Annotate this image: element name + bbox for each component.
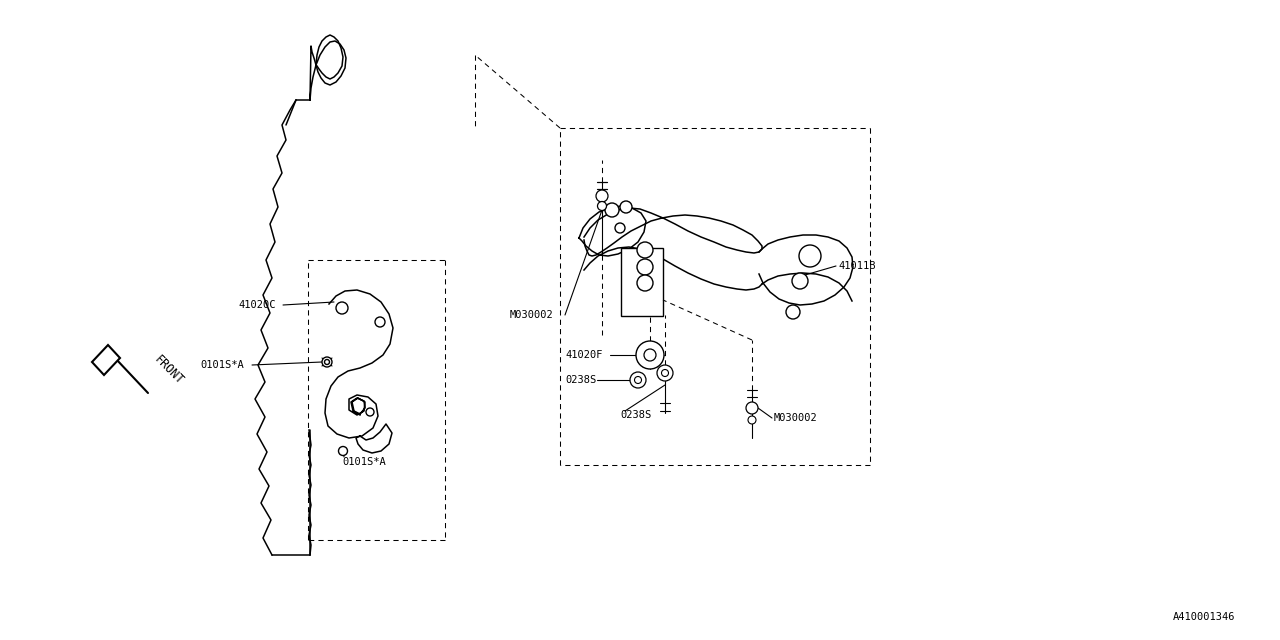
Circle shape <box>338 447 347 456</box>
Text: 41020C: 41020C <box>238 300 275 310</box>
Text: 0238S: 0238S <box>564 375 596 385</box>
Circle shape <box>662 369 668 376</box>
Circle shape <box>605 203 620 217</box>
Circle shape <box>637 275 653 291</box>
Circle shape <box>637 242 653 258</box>
Circle shape <box>614 223 625 233</box>
Circle shape <box>325 360 329 365</box>
Text: 0101S*A: 0101S*A <box>342 457 385 467</box>
Circle shape <box>335 302 348 314</box>
Circle shape <box>636 341 664 369</box>
Text: M030002: M030002 <box>774 413 818 423</box>
Circle shape <box>657 365 673 381</box>
Circle shape <box>323 357 332 367</box>
Circle shape <box>620 201 632 213</box>
Circle shape <box>598 202 607 211</box>
Polygon shape <box>92 345 120 375</box>
Circle shape <box>635 376 641 383</box>
Text: 0238S: 0238S <box>620 410 652 420</box>
Circle shape <box>799 245 820 267</box>
Circle shape <box>630 372 646 388</box>
Circle shape <box>366 408 374 416</box>
Text: 41011B: 41011B <box>838 261 876 271</box>
Text: 41020F: 41020F <box>564 350 603 360</box>
Circle shape <box>748 416 756 424</box>
Text: 0101S*A: 0101S*A <box>200 360 243 370</box>
Circle shape <box>644 349 657 361</box>
Circle shape <box>792 273 808 289</box>
Bar <box>621 248 663 316</box>
Circle shape <box>596 190 608 202</box>
Circle shape <box>375 317 385 327</box>
Circle shape <box>746 402 758 414</box>
Text: A410001346: A410001346 <box>1172 612 1235 622</box>
Text: M030002: M030002 <box>509 310 554 320</box>
Circle shape <box>786 305 800 319</box>
Text: FRONT: FRONT <box>152 353 187 387</box>
Circle shape <box>637 259 653 275</box>
